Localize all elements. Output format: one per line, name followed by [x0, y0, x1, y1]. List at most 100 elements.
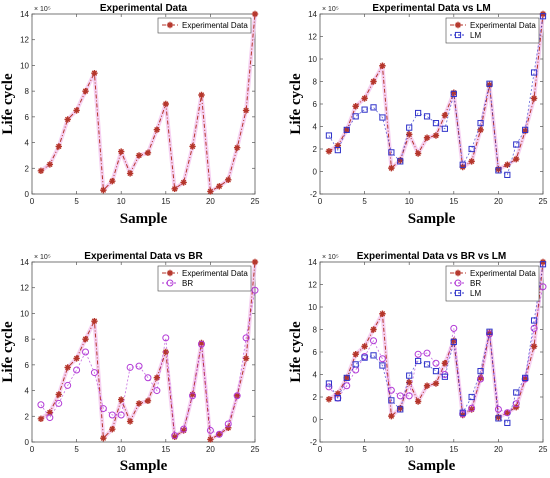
data-point: [325, 396, 333, 403]
data-point: [352, 351, 359, 358]
x-tick-label: 25: [251, 197, 260, 206]
data-point: [396, 392, 404, 400]
legend-entry: LM: [470, 289, 481, 298]
data-point: [118, 148, 125, 155]
legend-entry: Experimental Data: [182, 21, 248, 30]
data-point: [468, 145, 475, 153]
data-point: [180, 179, 187, 186]
chart-panel-3: 0 5 10 15 20 25 0 2 4 6 8 10 12 14 × 10⁵ Experimental D…: [0, 251, 260, 474]
x-tick-label: 25: [539, 197, 548, 206]
data-point: [521, 127, 529, 135]
chart-title: Experimental Data: [100, 3, 188, 14]
data-point: [468, 158, 475, 165]
legend-entry: BR: [470, 279, 481, 288]
x-tick-label: 15: [449, 197, 458, 206]
data-point: [180, 427, 187, 434]
y-tick-label: 6: [313, 348, 318, 357]
legend: Experimental Data: [157, 17, 252, 34]
data-point: [495, 415, 502, 422]
y-tick-label: 0: [313, 168, 318, 177]
x-tick-label: 5: [362, 445, 367, 454]
data-point: [513, 389, 520, 396]
data-point: [423, 113, 431, 120]
x-tick-label: 10: [117, 445, 126, 454]
data-point: [414, 350, 422, 358]
data-point: [46, 414, 54, 422]
data-point: [441, 360, 449, 367]
data-point: [233, 144, 241, 151]
series-br: [37, 286, 259, 440]
data-point: [126, 363, 134, 371]
data-point: [251, 286, 259, 294]
data-point: [423, 134, 431, 141]
data-point: [423, 382, 431, 389]
x-tick-label: 25: [251, 445, 260, 454]
data-point: [423, 349, 431, 357]
x-axis-label: Sample: [120, 211, 168, 227]
data-point: [144, 397, 152, 405]
data-point: [352, 113, 359, 120]
data-point: [361, 106, 368, 113]
data-point: [530, 324, 538, 332]
data-point: [388, 164, 395, 172]
y-tick-label: 4: [313, 123, 318, 132]
data-point: [37, 401, 45, 409]
y-tick-label: 6: [313, 100, 318, 109]
data-point: [432, 380, 440, 387]
y-tick-label: 12: [308, 33, 317, 42]
data-point: [379, 62, 386, 69]
y-axis-label: Life cycle: [0, 321, 16, 383]
data-point: [530, 69, 538, 76]
series-lm: [325, 261, 547, 426]
data-point: [414, 150, 422, 157]
data-point: [414, 398, 422, 405]
y-tick-label: 0: [25, 190, 30, 199]
y-tick-label: 2: [313, 145, 318, 154]
data-point: [37, 415, 45, 423]
data-point: [450, 338, 457, 345]
y-axis-label: Life cycle: [0, 73, 16, 135]
data-point: [352, 361, 359, 368]
data-point: [206, 426, 214, 434]
data-point: [513, 141, 520, 148]
data-point: [397, 158, 404, 165]
data-point: [242, 334, 250, 342]
chart-title: Experimental Data vs BR: [84, 251, 203, 262]
data-point: [334, 390, 342, 397]
data-point: [153, 126, 161, 133]
legend-marker: [166, 279, 174, 287]
legend-box: [445, 265, 540, 302]
data-point: [55, 391, 62, 398]
y-exponent-label: × 10⁵: [322, 6, 339, 13]
data-point: [343, 126, 350, 134]
y-tick-label: 14: [308, 258, 317, 267]
data-point: [370, 104, 377, 111]
data-point: [162, 334, 170, 342]
data-point: [180, 425, 188, 433]
data-point: [343, 374, 350, 382]
data-point: [486, 328, 493, 335]
data-point: [388, 149, 395, 156]
data-point: [441, 112, 449, 119]
plot-frame: [31, 13, 256, 195]
data-point: [117, 411, 125, 419]
data-point: [233, 392, 241, 400]
y-tick-label: 14: [20, 10, 29, 19]
data-point: [530, 317, 538, 324]
data-point: [118, 396, 125, 403]
data-point: [495, 167, 502, 174]
data-point: [171, 433, 178, 441]
x-axis-label: Sample: [120, 458, 168, 474]
data-point: [343, 126, 350, 133]
data-point: [224, 420, 232, 428]
data-point: [73, 366, 81, 374]
y-tick-label: 8: [25, 87, 30, 96]
data-point: [153, 374, 161, 381]
data-point: [539, 261, 547, 268]
chart-title: Experimental Data vs BR vs LM: [357, 251, 507, 262]
data-point: [225, 176, 232, 184]
legend-entry: BR: [182, 279, 193, 288]
data-point: [352, 103, 359, 110]
